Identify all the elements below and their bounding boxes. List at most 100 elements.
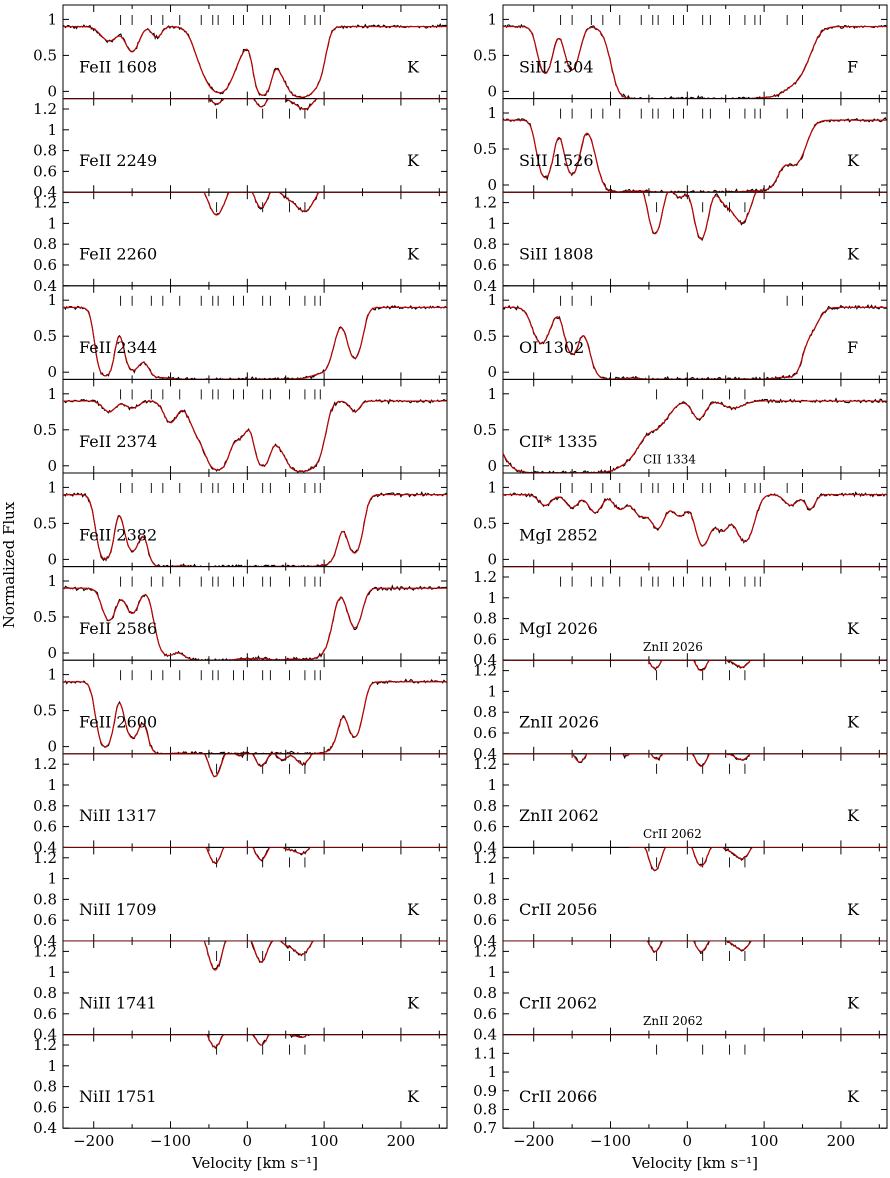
y-tick-label: 0.8: [33, 142, 57, 160]
panel: 0 0.5 1 CII* 1335 CII 1334: [473, 378, 888, 475]
y-tick-label: 0.4: [473, 838, 497, 856]
y-tick-label: 0: [487, 82, 497, 100]
ion-label: FeII 2344: [79, 338, 157, 357]
y-tick-label: 0: [487, 363, 497, 381]
y-tick-label: 1.2: [33, 100, 57, 118]
panel: 0 0.5 1 FeII 2600: [33, 659, 448, 756]
y-tick-label: 0: [47, 550, 57, 568]
column-2: 0 0.5 1 SiII 1304 F 0 0.5 1 SiII 1526 K 0.4 0.6 0.8 1…: [473, 4, 888, 1150]
y-tick-label: 0: [487, 176, 497, 194]
model-fit: [63, 400, 447, 473]
y-tick-label: 0.5: [33, 421, 57, 439]
panel: 0.4 0.6 0.8 1 1.2 CrII 2056 K: [473, 846, 888, 950]
observed-flux: [629, 847, 887, 872]
y-tick-label: 1: [487, 776, 497, 794]
panel: 0.4 0.6 0.8 1 1.2 NiII 1709 K: [33, 846, 448, 950]
panel-frame: [502, 191, 888, 287]
panel: 0 0.5 1 FeII 2382: [33, 472, 448, 568]
y-tick-label: 0.5: [473, 514, 497, 532]
y-tick-label: 1.2: [473, 568, 497, 586]
model-fit: [63, 192, 447, 216]
y-tick-label: 0.4: [33, 1119, 57, 1137]
y-tick-label: 0.4: [33, 932, 57, 950]
y-tick-label: 1.2: [33, 194, 57, 212]
model-fit: [63, 941, 447, 971]
y-tick-label: 1: [47, 385, 57, 403]
panel: 0 0.5 1 FeII 2374: [33, 378, 448, 475]
y-tick-label: 1: [47, 1057, 57, 1075]
y-tick-label: 1.2: [33, 849, 57, 867]
y-tick-label: 0.4: [473, 932, 497, 950]
panel: 0.4 0.6 0.8 1 1.2 ZnII 2026 K: [473, 659, 888, 763]
y-tick-label: 1: [487, 870, 497, 888]
observed-flux: [63, 941, 447, 970]
y-tick-label: 0.6: [473, 1005, 497, 1023]
source-tag: K: [847, 713, 860, 732]
y-tick-label: 1.2: [33, 942, 57, 960]
panel-frame: [62, 98, 448, 193]
x-tick-label: −100: [150, 1132, 191, 1150]
y-tick-label: 0.8: [33, 797, 57, 815]
blend-label: ZnII 2062: [643, 1014, 703, 1028]
ion-label: MgI 2026: [519, 619, 598, 638]
y-tick-label: 0.4: [33, 183, 57, 201]
y-tick-label: 1.2: [33, 755, 57, 773]
ion-label: CrII 2066: [519, 1087, 597, 1106]
source-tag: K: [847, 245, 860, 264]
ion-label: OI 1302: [519, 338, 584, 357]
y-tick-label: 0: [47, 363, 57, 381]
y-tick-label: 0: [487, 457, 497, 475]
panel: 0.4 0.6 0.8 1 1.2 ZnII 2062 CrII 2062 K: [473, 753, 888, 856]
x-tick-label: 200: [387, 1132, 416, 1150]
source-tag: K: [407, 57, 420, 76]
y-tick-label: 0.9: [473, 1082, 497, 1100]
panel: 0.4 0.6 0.8 1 1.2 FeII 2260 K: [33, 191, 448, 295]
y-tick-label: 1: [487, 682, 497, 700]
y-tick-label: 0.8: [33, 235, 57, 253]
blend-label: ZnII 2026: [643, 640, 703, 654]
y-tick-label: 0: [487, 550, 497, 568]
y-tick-label: 0: [47, 457, 57, 475]
x-tick-label: 200: [827, 1132, 856, 1150]
panel: 0 0.5 1 FeII 2586: [33, 566, 448, 662]
y-tick-label: 0.6: [33, 256, 57, 274]
y-tick-label: 0.8: [33, 1078, 57, 1096]
y-tick-label: 1.1: [473, 1044, 497, 1062]
ion-label: CrII 2056: [519, 900, 597, 919]
y-tick-label: 0.5: [33, 327, 57, 345]
y-tick-label: 1: [47, 666, 57, 684]
x-tick-label: −100: [590, 1132, 631, 1150]
y-tick-label: 0.8: [473, 797, 497, 815]
panel: 0.4 0.6 0.8 1 1.2 NiII 1751 K: [33, 1034, 448, 1137]
y-tick-label: 0.8: [473, 235, 497, 253]
y-tick-label: 0.8: [473, 1100, 497, 1118]
ion-label: FeII 2586: [79, 619, 157, 638]
source-tag: K: [407, 1087, 420, 1106]
model-fit: [63, 26, 447, 98]
ion-label: ZnII 2026: [519, 713, 599, 732]
observed-flux: [63, 192, 447, 216]
y-tick-label: 0.5: [33, 514, 57, 532]
x-tick-label: 100: [310, 1132, 339, 1150]
y-tick-label: 1: [47, 10, 57, 28]
x-axis-label-left: Velocity [km s⁻¹]: [191, 1154, 318, 1172]
y-tick-label: 0.8: [33, 890, 57, 908]
y-tick-label: 0.7: [473, 1119, 497, 1137]
y-axis-label: Normalized Flux: [0, 501, 18, 628]
panel-frame: [62, 940, 448, 1036]
y-tick-label: 0.6: [473, 724, 497, 742]
ion-label: FeII 2260: [79, 245, 157, 264]
panel: 0.4 0.6 0.8 1 1.2 CrII 2062 ZnII 2062 K: [473, 940, 888, 1044]
y-tick-label: 0.8: [473, 610, 497, 628]
x-tick-label: −200: [513, 1132, 554, 1150]
panel: 0 0.5 1 FeII 2344: [33, 285, 448, 381]
y-tick-label: 0.4: [33, 1026, 57, 1044]
observed-flux: [503, 192, 887, 242]
y-tick-label: 0: [47, 82, 57, 100]
panel: 0.4 0.6 0.8 1 1.2 NiII 1741 K: [33, 940, 448, 1044]
source-tag: K: [847, 151, 860, 170]
y-tick-label: 0.8: [473, 984, 497, 1002]
y-tick-label: 0.4: [33, 838, 57, 856]
y-tick-label: 1.2: [473, 194, 497, 212]
x-axis-label-right: Velocity [km s⁻¹]: [631, 1154, 758, 1172]
